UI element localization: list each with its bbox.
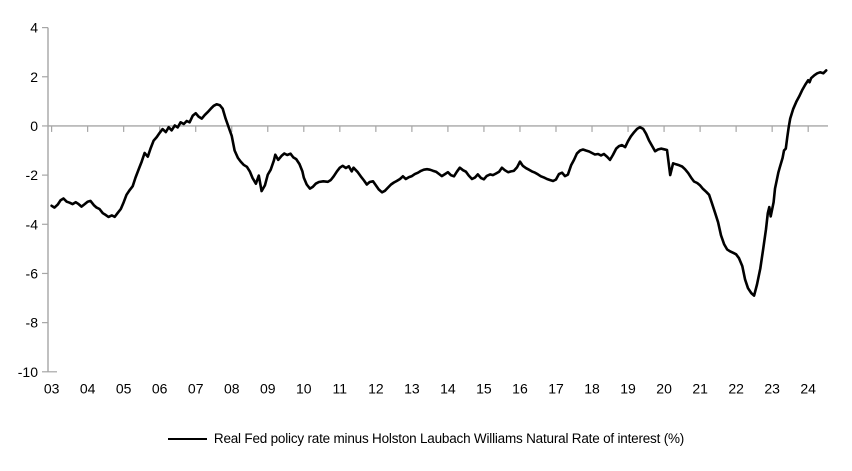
y-tick-label: 4: [30, 20, 38, 36]
x-tick-label: 06: [152, 381, 168, 397]
y-tick-label: 0: [30, 118, 38, 134]
y-tick-label: -4: [26, 216, 39, 232]
x-tick-label: 23: [764, 381, 780, 397]
x-tick-label: 08: [224, 381, 240, 397]
x-tick-label: 09: [260, 381, 276, 397]
y-tick-label: -10: [18, 364, 38, 380]
y-tick-label: -8: [26, 315, 39, 331]
x-tick-label: 16: [512, 381, 528, 397]
data-series-line: [50, 69, 828, 297]
x-tick-label: 15: [476, 381, 492, 397]
x-tick-label: 10: [296, 381, 312, 397]
x-tick-label: 19: [620, 381, 636, 397]
x-tick-label: 05: [116, 381, 132, 397]
chart-legend: Real Fed policy rate minus Holston Lauba…: [0, 431, 852, 446]
legend-series-label: Real Fed policy rate minus Holston Lauba…: [213, 431, 685, 446]
x-tick-label: 21: [692, 381, 708, 397]
x-tick-label: 18: [584, 381, 600, 397]
x-tick-label: 13: [404, 381, 420, 397]
y-tick-label: 2: [30, 69, 38, 85]
x-tick-label: 12: [368, 381, 384, 397]
x-tick-label: 11: [333, 381, 348, 397]
x-tick-label: 17: [548, 381, 564, 397]
legend-line-swatch: [167, 437, 207, 440]
x-tick-label: 04: [80, 381, 96, 397]
x-tick-label: 24: [800, 381, 816, 397]
x-tick-label: 03: [44, 381, 60, 397]
y-tick-label: -6: [26, 265, 39, 281]
y-tick-label: -2: [26, 167, 39, 183]
x-tick-label: 07: [188, 381, 204, 397]
x-tick-label: 20: [656, 381, 672, 397]
x-tick-label: 14: [440, 381, 456, 397]
x-tick-label: 22: [728, 381, 744, 397]
